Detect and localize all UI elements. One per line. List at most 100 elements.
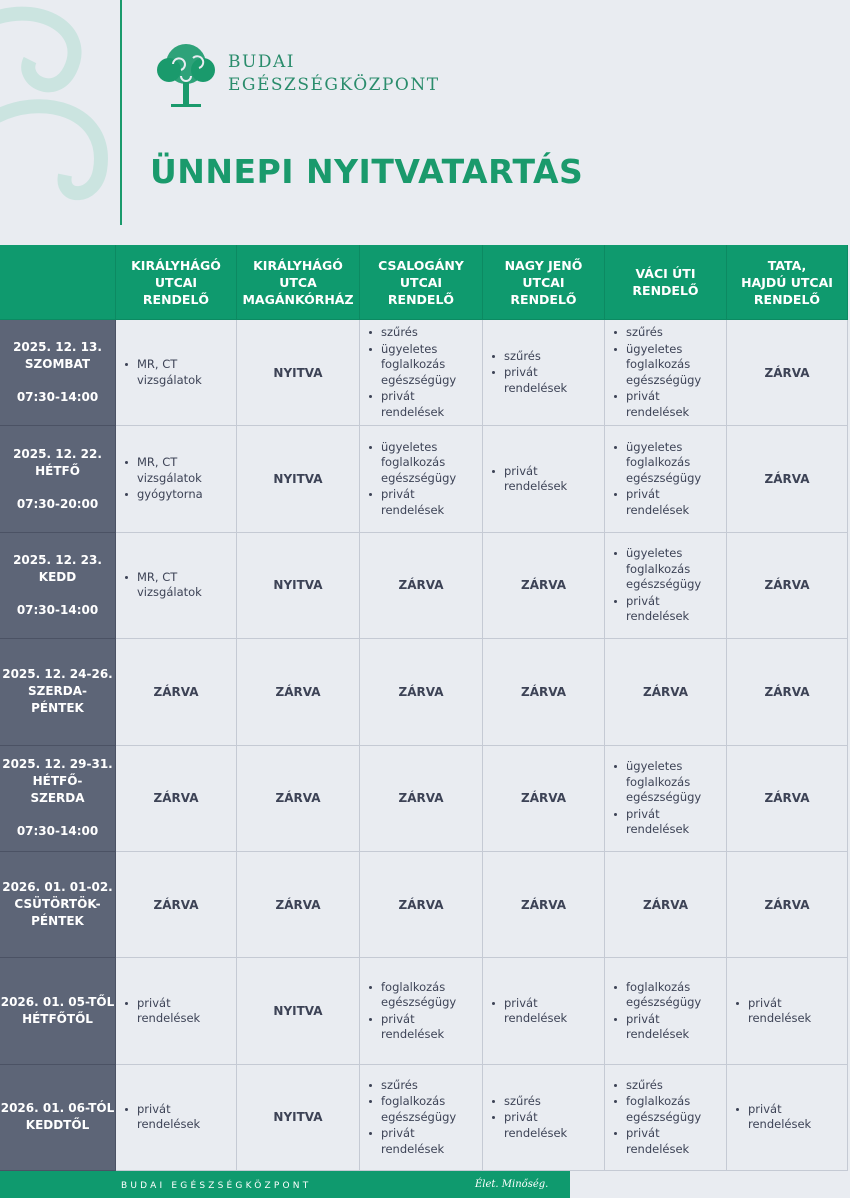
service-item: privát rendelések — [613, 389, 701, 420]
status-cell: ZÁRVA — [237, 745, 360, 852]
date-line: HÉTFŐTŐL — [22, 1012, 93, 1027]
services-cell: privát rendelések — [483, 426, 605, 533]
date-line: SZOMBAT — [24, 357, 91, 372]
service-item: gyógytorna — [124, 487, 203, 503]
service-list: szűrés foglalkozás egészségügy privát rendel… — [368, 1077, 456, 1159]
service-list: szűrés foglalkozás egészségügy privát rendel… — [613, 1077, 701, 1159]
date-line: PÉNTEK — [31, 914, 84, 929]
services-cell: ügyeletes foglalkozás egészségügy privát ren… — [605, 745, 727, 852]
services-cell: ügyeletes foglalkozás egészségügy privát ren… — [605, 426, 727, 533]
service-line: foglalkozás — [626, 979, 691, 994]
service-line: gyógytorna — [137, 487, 203, 502]
service-item: privát rendelések — [613, 807, 701, 838]
column-header: TATA, HAJDÚ UTCAI RENDELŐ — [727, 245, 848, 320]
status-cell: ZÁRVA — [116, 852, 237, 959]
service-item: privát rendelések — [491, 365, 567, 396]
service-item: privát rendelések — [491, 464, 567, 495]
logo-tree — [157, 44, 215, 107]
service-line: rendelések — [381, 1027, 445, 1042]
date-line: 2026. 01. 06-TÓL — [0, 1101, 115, 1116]
services-cell: szűrés ügyeletes foglalkozás egészségügy pri… — [360, 320, 483, 427]
service-line: privát — [504, 995, 538, 1010]
service-line: ügyeletes — [626, 439, 683, 454]
column-header: NAGY JENŐ UTCAI RENDELŐ — [483, 245, 605, 320]
service-line: rendelések — [504, 1125, 568, 1140]
header-line: RENDELŐ — [142, 291, 210, 307]
status-cell: ZÁRVA — [605, 852, 727, 959]
header-line: RENDELŐ — [753, 291, 821, 307]
date-cell: 2025. 12. 29-31. HÉTFŐ- SZERDA 07:30-14:00 — [0, 745, 116, 852]
service-line: szűrés — [381, 1077, 418, 1092]
service-list: szűrés privát rendelések — [491, 1093, 567, 1143]
service-item: privát rendelések — [735, 1102, 811, 1133]
service-line: vizsgálatok — [137, 585, 202, 600]
service-list: privát rendelések — [491, 463, 567, 496]
service-line: foglalkozás — [381, 455, 446, 470]
service-line: vizsgálatok — [137, 372, 202, 387]
service-line: rendelések — [381, 502, 445, 517]
service-item: ügyeletes foglalkozás egészségügy — [368, 440, 456, 487]
service-line: ügyeletes — [626, 341, 683, 356]
status-cell: ZÁRVA — [116, 745, 237, 852]
service-line: egészségügy — [381, 995, 457, 1010]
service-line: foglalkozás — [626, 455, 691, 470]
service-item: privát rendelések — [613, 594, 701, 625]
service-item: privát rendelések — [613, 487, 701, 518]
service-line: privát — [504, 1110, 538, 1125]
date-cell: 2026. 01. 06-TÓL KEDDTŐL — [0, 1064, 116, 1172]
service-line: rendelések — [626, 609, 690, 624]
services-cell: szűrés privát rendelések — [483, 320, 605, 427]
footer-slogan: Élet. Minőség. — [475, 1179, 549, 1190]
status-cell: ZÁRVA — [727, 426, 848, 533]
status-cell: ZÁRVA — [483, 532, 605, 640]
service-list: foglalkozás egészségügy privát rendelések — [368, 979, 456, 1044]
status-cell: ZÁRVA — [727, 320, 848, 427]
services-cell: privát rendelések — [727, 1064, 848, 1172]
date-cell: 2025. 12. 22. HÉTFŐ 07:30-20:00 — [0, 426, 116, 533]
header-line: CSALOGÁNY — [378, 257, 464, 273]
service-item: foglalkozás egészségügy — [613, 1094, 701, 1125]
service-line: szűrés — [504, 348, 541, 363]
date-line: 2025. 12. 13. — [13, 340, 102, 355]
service-line: privát — [626, 487, 660, 502]
service-line: rendelések — [504, 479, 568, 494]
status-cell: ZÁRVA — [237, 639, 360, 746]
service-line: egészségügy — [626, 577, 702, 592]
date-line: CSÜTÖRTÖK- — [14, 897, 101, 912]
service-line: rendelések — [748, 1117, 812, 1132]
date-line: 2025. 12. 24-26. — [2, 667, 113, 682]
service-line: privát — [626, 593, 660, 608]
service-item: privát rendelések — [368, 487, 456, 518]
footer-brand: BUDAI EGÉSZSÉGKÖZPONT — [121, 1181, 312, 1191]
service-list: szűrés privát rendelések — [491, 348, 567, 398]
column-header: KIRÁLYHÁGÓ UTCA MAGÁNKÓRHÁZ — [237, 245, 360, 320]
services-cell: privát rendelések — [116, 1064, 237, 1172]
service-line: rendelések — [626, 1027, 690, 1042]
service-item: privát rendelések — [491, 1110, 567, 1141]
service-line: rendelések — [748, 1011, 812, 1026]
service-item: privát rendelések — [124, 996, 200, 1027]
time: 07:30-14:00 — [16, 602, 99, 617]
services-cell: ügyeletes foglalkozás egészségügy privát ren… — [360, 426, 483, 533]
service-line: rendelések — [626, 1141, 690, 1156]
date-line: 2025. 12. 23. — [13, 552, 102, 567]
date-cell: 2025. 12. 13. SZOMBAT 07:30-14:00 — [0, 320, 116, 427]
service-item: privát rendelések — [491, 996, 567, 1027]
service-line: egészségügy — [381, 470, 457, 485]
date-line: 2026. 01. 05-TŐL — [0, 995, 115, 1010]
service-line: rendelések — [626, 822, 690, 837]
header-line: UTCAI — [154, 274, 198, 290]
date-cell: 2026. 01. 01-02. CSÜTÖRTÖK- PÉNTEK — [0, 852, 116, 959]
service-item: szűrés — [368, 325, 456, 341]
service-line: privát — [504, 463, 538, 478]
service-line: MR, CT — [137, 357, 178, 372]
service-list: privát rendelések — [491, 995, 567, 1028]
service-line: rendelések — [626, 404, 690, 419]
service-line: rendelések — [137, 1117, 201, 1132]
service-list: ügyeletes foglalkozás egészségügy privát ren… — [613, 439, 701, 520]
service-item: privát rendelések — [613, 1012, 701, 1043]
service-line: MR, CT — [137, 569, 178, 584]
status-cell: NYITVA — [237, 1064, 360, 1172]
